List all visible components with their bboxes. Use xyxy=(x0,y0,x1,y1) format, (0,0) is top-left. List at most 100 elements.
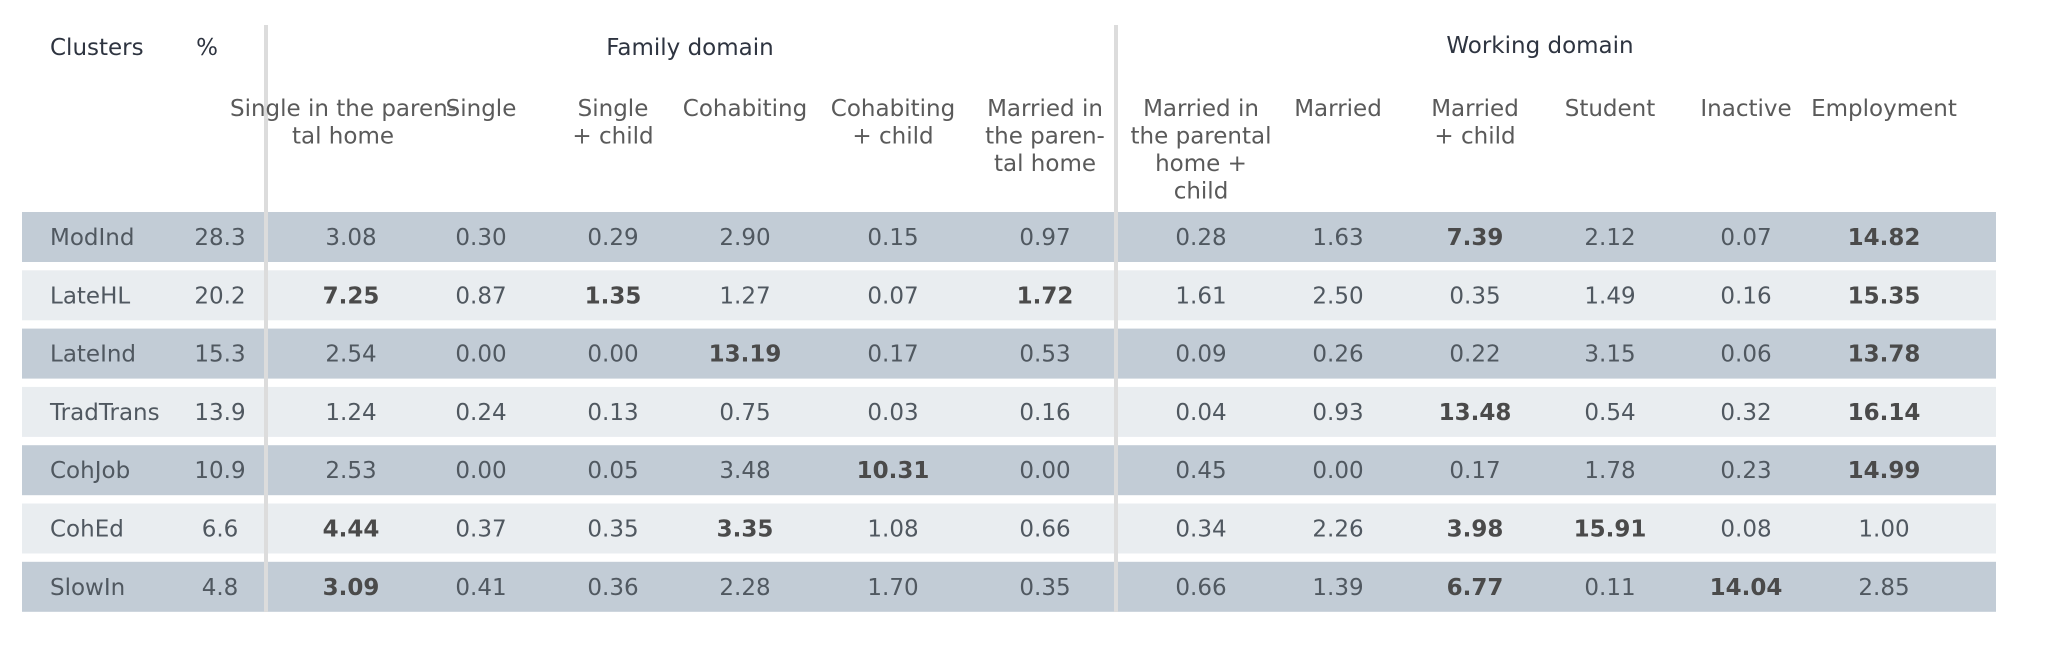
cell-slowin-col10: 0.11 xyxy=(1584,575,1635,601)
cell-tradtrans-col8: 0.93 xyxy=(1312,400,1363,426)
cell-latehl-col9: 0.35 xyxy=(1449,283,1500,309)
cell-slowin-col3: 0.36 xyxy=(587,575,638,601)
column-header-5: Cohabiting + child xyxy=(831,96,955,150)
cell-cohjob-col11: 0.23 xyxy=(1720,458,1771,484)
row-band-cohjob xyxy=(22,445,1996,496)
row-percent-tradtrans: 13.9 xyxy=(194,400,245,426)
cell-latehl-col3: 1.35 xyxy=(585,283,642,309)
cell-modind-col9: 7.39 xyxy=(1447,225,1504,251)
header-working-domain: Working domain xyxy=(1446,33,1633,59)
row-percent-cohed: 6.6 xyxy=(202,517,239,543)
cell-cohjob-col9: 0.17 xyxy=(1449,458,1500,484)
cell-slowin-col6: 0.35 xyxy=(1019,575,1070,601)
cell-cohed-col9: 3.98 xyxy=(1447,517,1504,543)
cell-slowin-col5: 1.70 xyxy=(867,575,918,601)
cell-lateind-col4: 13.19 xyxy=(709,342,782,368)
cell-tradtrans-col11: 0.32 xyxy=(1720,400,1771,426)
cell-cohed-col12: 1.00 xyxy=(1858,517,1909,543)
cell-lateind-col1: 2.54 xyxy=(325,342,376,368)
row-label-cohed: CohEd xyxy=(50,517,124,543)
column-header-4: Cohabiting xyxy=(683,96,807,122)
cell-modind-col7: 0.28 xyxy=(1175,225,1226,251)
cell-modind-col5: 0.15 xyxy=(867,225,918,251)
cell-tradtrans-col9: 13.48 xyxy=(1439,400,1512,426)
table-body: ModInd 28.3 3.08 0.30 0.29 2.90 0.15 0.97 0.28 1.… xyxy=(49,225,1920,601)
row-label-slowin: SlowIn xyxy=(50,575,125,601)
column-header-6: Married in the paren-tal home xyxy=(985,96,1105,177)
column-header-12: Employment xyxy=(1811,96,1957,122)
row-band-latehl xyxy=(22,270,1996,321)
column-header-2: Single xyxy=(446,96,517,122)
cell-modind-col10: 2.12 xyxy=(1584,225,1635,251)
cell-tradtrans-col5: 0.03 xyxy=(867,400,918,426)
row-label-lateind: LateInd xyxy=(50,342,136,368)
cell-cohed-col4: 3.35 xyxy=(717,517,774,543)
cell-tradtrans-col1: 1.24 xyxy=(325,400,376,426)
cell-modind-col8: 1.63 xyxy=(1312,225,1363,251)
cell-modind-col11: 0.07 xyxy=(1720,225,1771,251)
cell-lateind-col10: 3.15 xyxy=(1584,342,1635,368)
cell-tradtrans-col10: 0.54 xyxy=(1584,400,1635,426)
cell-cohed-col2: 0.37 xyxy=(455,517,506,543)
cell-cohed-col7: 0.34 xyxy=(1175,517,1226,543)
header-family-domain: Family domain xyxy=(606,35,773,61)
cell-lateind-col6: 0.53 xyxy=(1019,342,1070,368)
cell-latehl-col11: 0.16 xyxy=(1720,283,1771,309)
cell-tradtrans-col12: 16.14 xyxy=(1848,400,1921,426)
column-header-10: Student xyxy=(1565,96,1656,122)
row-label-modind: ModInd xyxy=(50,225,134,251)
cell-lateind-col5: 0.17 xyxy=(867,342,918,368)
row-percent-modind: 28.3 xyxy=(194,225,245,251)
column-header-3: Single + child xyxy=(572,96,653,150)
cell-cohjob-col3: 0.05 xyxy=(587,458,638,484)
cell-latehl-col1: 7.25 xyxy=(323,283,380,309)
cell-cohed-col8: 2.26 xyxy=(1312,517,1363,543)
cell-tradtrans-col3: 0.13 xyxy=(587,400,638,426)
cell-latehl-col6: 1.72 xyxy=(1017,283,1074,309)
cell-modind-col12: 14.82 xyxy=(1848,225,1921,251)
cell-cohjob-col8: 0.00 xyxy=(1312,458,1363,484)
cell-cohjob-col1: 2.53 xyxy=(325,458,376,484)
cell-tradtrans-col2: 0.24 xyxy=(455,400,506,426)
cell-lateind-col11: 0.06 xyxy=(1720,342,1771,368)
cell-latehl-col8: 2.50 xyxy=(1312,283,1363,309)
cell-latehl-col10: 1.49 xyxy=(1584,283,1635,309)
row-label-tradtrans: TradTrans xyxy=(49,400,160,426)
cell-latehl-col5: 0.07 xyxy=(867,283,918,309)
cell-cohjob-col7: 0.45 xyxy=(1175,458,1226,484)
row-percent-lateind: 15.3 xyxy=(194,342,245,368)
row-label-latehl: LateHL xyxy=(50,283,130,309)
cell-lateind-col8: 0.26 xyxy=(1312,342,1363,368)
cell-tradtrans-col4: 0.75 xyxy=(719,400,770,426)
cell-cohed-col5: 1.08 xyxy=(867,517,918,543)
cell-slowin-col7: 0.66 xyxy=(1175,575,1226,601)
row-backgrounds xyxy=(22,212,1996,612)
row-band-cohed xyxy=(22,503,1996,554)
cell-lateind-col7: 0.09 xyxy=(1175,342,1226,368)
cell-lateind-col2: 0.00 xyxy=(455,342,506,368)
cell-modind-col2: 0.30 xyxy=(455,225,506,251)
cell-cohjob-col10: 1.78 xyxy=(1584,458,1635,484)
cell-cohed-col3: 0.35 xyxy=(587,517,638,543)
cell-slowin-col8: 1.39 xyxy=(1312,575,1363,601)
header-clusters: Clusters xyxy=(50,35,144,61)
row-band-slowin xyxy=(22,561,1996,612)
cell-slowin-col4: 2.28 xyxy=(719,575,770,601)
cell-cohjob-col5: 10.31 xyxy=(857,458,930,484)
cell-slowin-col11: 14.04 xyxy=(1710,575,1783,601)
cell-modind-col6: 0.97 xyxy=(1019,225,1070,251)
cell-latehl-col7: 1.61 xyxy=(1175,283,1226,309)
cell-modind-col4: 2.90 xyxy=(719,225,770,251)
row-percent-latehl: 20.2 xyxy=(194,283,245,309)
cell-cohed-col10: 15.91 xyxy=(1574,517,1647,543)
cell-cohjob-col4: 3.48 xyxy=(719,458,770,484)
cell-slowin-col12: 2.85 xyxy=(1858,575,1909,601)
cell-lateind-col3: 0.00 xyxy=(587,342,638,368)
column-header-7: Married in the parental home + child xyxy=(1131,96,1272,205)
cell-cohed-col6: 0.66 xyxy=(1019,517,1070,543)
cell-cohjob-col2: 0.00 xyxy=(455,458,506,484)
row-percent-slowin: 4.8 xyxy=(202,575,239,601)
row-band-modind xyxy=(22,212,1996,262)
column-header-1: Single in the paren-tal home xyxy=(230,96,456,150)
